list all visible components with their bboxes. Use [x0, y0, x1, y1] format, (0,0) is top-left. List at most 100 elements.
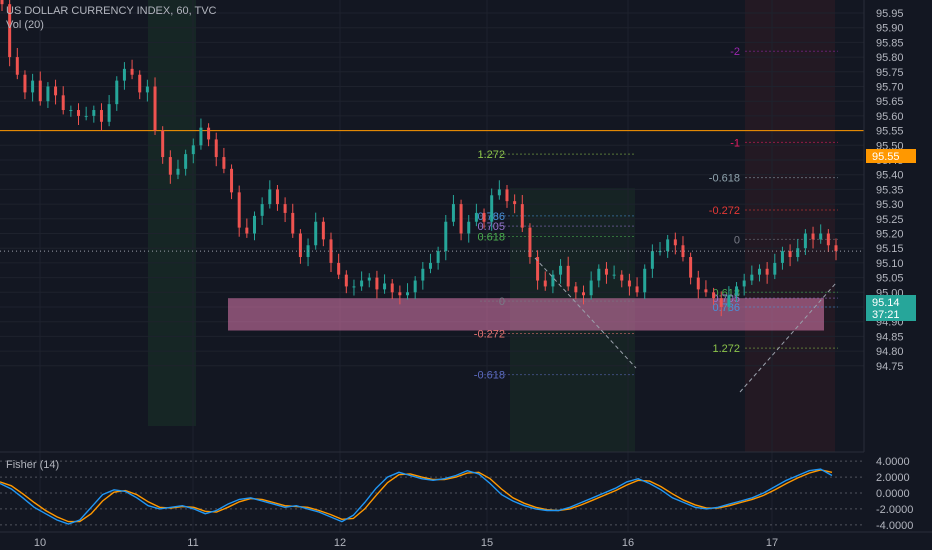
candle-body	[834, 245, 838, 252]
candle-body	[719, 298, 723, 307]
candle-body	[635, 286, 639, 293]
candle-body	[283, 204, 287, 213]
current-price-tag: 95.14 37:21	[866, 295, 916, 321]
fib-level-label: -2	[730, 46, 740, 58]
candle-body	[54, 86, 58, 96]
candle-body	[321, 221, 325, 240]
candle-body	[765, 268, 769, 275]
candle-body	[84, 115, 88, 117]
candle-body	[520, 204, 524, 228]
candle-body	[788, 251, 792, 258]
price-tick: 95.40	[876, 170, 904, 182]
price-tick: 95.65	[876, 96, 904, 108]
candle-body	[115, 80, 119, 105]
indicator-title: Fisher (14)	[6, 459, 59, 471]
candle-body	[390, 283, 394, 293]
candle-body	[712, 292, 716, 299]
candle-body	[826, 233, 830, 246]
candle-body	[375, 277, 379, 290]
candle-body	[574, 286, 578, 293]
candle-body	[543, 280, 547, 287]
fib-level-label: 1.272	[477, 149, 505, 161]
candle-body	[582, 292, 586, 296]
price-tick: 95.25	[876, 214, 904, 226]
candle-body	[482, 212, 486, 222]
candle-body	[490, 195, 494, 222]
candle-body	[153, 86, 157, 131]
current-tag-bg	[866, 295, 916, 321]
candle-body	[107, 104, 111, 122]
support-zone[interactable]	[228, 298, 824, 331]
candle-body	[773, 262, 777, 275]
candle-body	[474, 212, 478, 222]
price-axis-bg	[864, 0, 932, 452]
candle-body	[727, 295, 731, 307]
candle-body	[428, 262, 432, 269]
candle-body	[77, 110, 81, 116]
candle-body	[650, 251, 654, 269]
candle-body	[337, 262, 341, 275]
price-tick: 95.35	[876, 184, 904, 196]
candle-body	[803, 233, 807, 249]
candle-body	[689, 257, 693, 278]
time-axis-labels: 10 11 12 15 16 17	[34, 537, 778, 549]
price-tick: 95.05	[876, 273, 904, 285]
candle-body	[467, 221, 471, 234]
candle-body	[421, 268, 425, 281]
fisher-tick: 2.0000	[876, 472, 910, 484]
candle-body	[61, 95, 65, 111]
fisher-tick: 0.0000	[876, 488, 910, 500]
time-label: 17	[766, 537, 778, 549]
session-band	[745, 0, 835, 452]
price-tick: 95.90	[876, 23, 904, 35]
fib-level-label: 0.705	[712, 293, 740, 305]
price-tick: 95.10	[876, 258, 904, 270]
price-tick: 95.95	[876, 8, 904, 20]
candle-body	[612, 274, 616, 276]
candlestick-series	[0, 0, 838, 317]
candle-body	[459, 204, 463, 234]
candle-body	[352, 286, 356, 288]
candle-body	[130, 68, 134, 75]
fib-level-label: -1	[730, 137, 740, 149]
candle-body	[413, 280, 417, 293]
fisher-tick-labels: 4.0000 2.0000 0.0000 -2.0000 -4.0000	[876, 456, 913, 532]
candle-body	[383, 283, 387, 290]
candle-body	[704, 289, 708, 293]
candle-body	[796, 248, 800, 258]
price-tick: 94.75	[876, 361, 904, 373]
candle-body	[604, 268, 608, 275]
candle-body	[122, 68, 126, 81]
fisher-pane[interactable]	[0, 460, 864, 526]
candle-body	[207, 127, 211, 140]
fib-level-label: 0	[499, 296, 505, 308]
resistance-tag-bg	[866, 149, 916, 163]
candle-body	[0, 0, 4, 5]
price-axis[interactable]	[863, 0, 932, 452]
candle-body	[398, 292, 402, 296]
candle-body	[191, 145, 195, 155]
candle-body	[451, 204, 455, 222]
candle-body	[38, 80, 42, 102]
candle-body	[260, 204, 264, 216]
candle-body	[528, 227, 532, 258]
candle-body	[344, 274, 348, 287]
candle-body	[145, 86, 149, 93]
candle-body	[436, 251, 440, 263]
candle-body	[15, 57, 19, 75]
candle-body	[214, 139, 218, 158]
fib-level-label: 1.272	[712, 343, 740, 355]
candle-body	[627, 280, 631, 287]
candle-body	[735, 286, 739, 296]
candle-body	[505, 189, 509, 202]
candle-body	[222, 157, 226, 169]
candle-body	[8, 4, 12, 58]
candle-body	[92, 110, 96, 116]
candle-body	[329, 239, 333, 263]
time-label: 12	[334, 537, 346, 549]
candle-body	[681, 245, 685, 258]
candle-body	[673, 239, 677, 246]
